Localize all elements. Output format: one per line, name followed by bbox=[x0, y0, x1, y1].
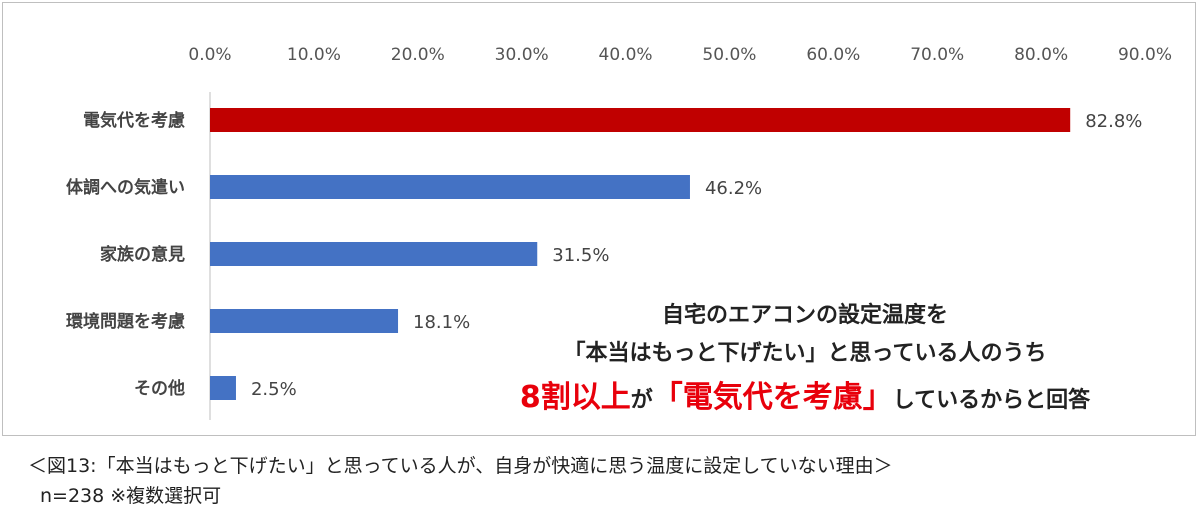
figure-caption: ＜図13:「本当はもっと下げたい」と思っている人が、自身が快適に思う温度に設定し… bbox=[28, 455, 893, 477]
data-label: 82.8% bbox=[1085, 111, 1142, 132]
sample-note: n=238 ※複数選択可 bbox=[40, 485, 222, 507]
category-label: 環境問題を考慮 bbox=[66, 311, 185, 332]
x-tick-label: 80.0% bbox=[1014, 45, 1068, 65]
annotation-line-3: 8割以上が「電気代を考慮」しているからと回答 bbox=[430, 372, 1180, 416]
bar bbox=[210, 376, 236, 400]
annotation-highlight-reason: 「電気代を考慮」 bbox=[652, 380, 893, 415]
x-tick-label: 60.0% bbox=[806, 45, 860, 65]
x-tick-label: 40.0% bbox=[599, 45, 653, 65]
annotation-text-ga: が bbox=[630, 388, 653, 413]
data-label: 18.1% bbox=[413, 312, 470, 333]
data-label: 46.2% bbox=[705, 178, 762, 199]
annotation-line-1: 自宅のエアコンの設定温度を bbox=[661, 303, 948, 328]
x-tick-label: 20.0% bbox=[391, 45, 445, 65]
chart-frame bbox=[2, 2, 1196, 436]
category-label: 電気代を考慮 bbox=[83, 110, 185, 131]
x-tick-label: 90.0% bbox=[1118, 45, 1172, 65]
x-tick-label: 70.0% bbox=[910, 45, 964, 65]
data-label: 2.5% bbox=[251, 379, 297, 400]
category-label: 体調への気遣い bbox=[66, 177, 185, 198]
bar bbox=[210, 242, 538, 266]
annotation-line-2: 「本当はもっと下げたい」と思っている人のうち bbox=[563, 341, 1047, 366]
bar bbox=[210, 175, 690, 199]
annotation-highlight-ratio: 8割以上 bbox=[519, 380, 631, 415]
category-label: 家族の意見 bbox=[100, 244, 185, 265]
data-label: 31.5% bbox=[552, 245, 609, 266]
bar-chart: 0.0% 10.0% 20.0% 30.0% 40.0% 50.0% 60.0% 70.0% 8… bbox=[66, 45, 1172, 420]
category-label: その他 bbox=[134, 378, 185, 399]
x-tick-label: 10.0% bbox=[287, 45, 341, 65]
x-tick-label: 50.0% bbox=[702, 45, 756, 65]
bar bbox=[210, 309, 399, 333]
x-tick-label: 0.0% bbox=[188, 45, 231, 65]
bar bbox=[210, 108, 1071, 132]
annotation-text-end: しているからと回答 bbox=[892, 388, 1091, 413]
x-tick-label: 30.0% bbox=[495, 45, 549, 65]
